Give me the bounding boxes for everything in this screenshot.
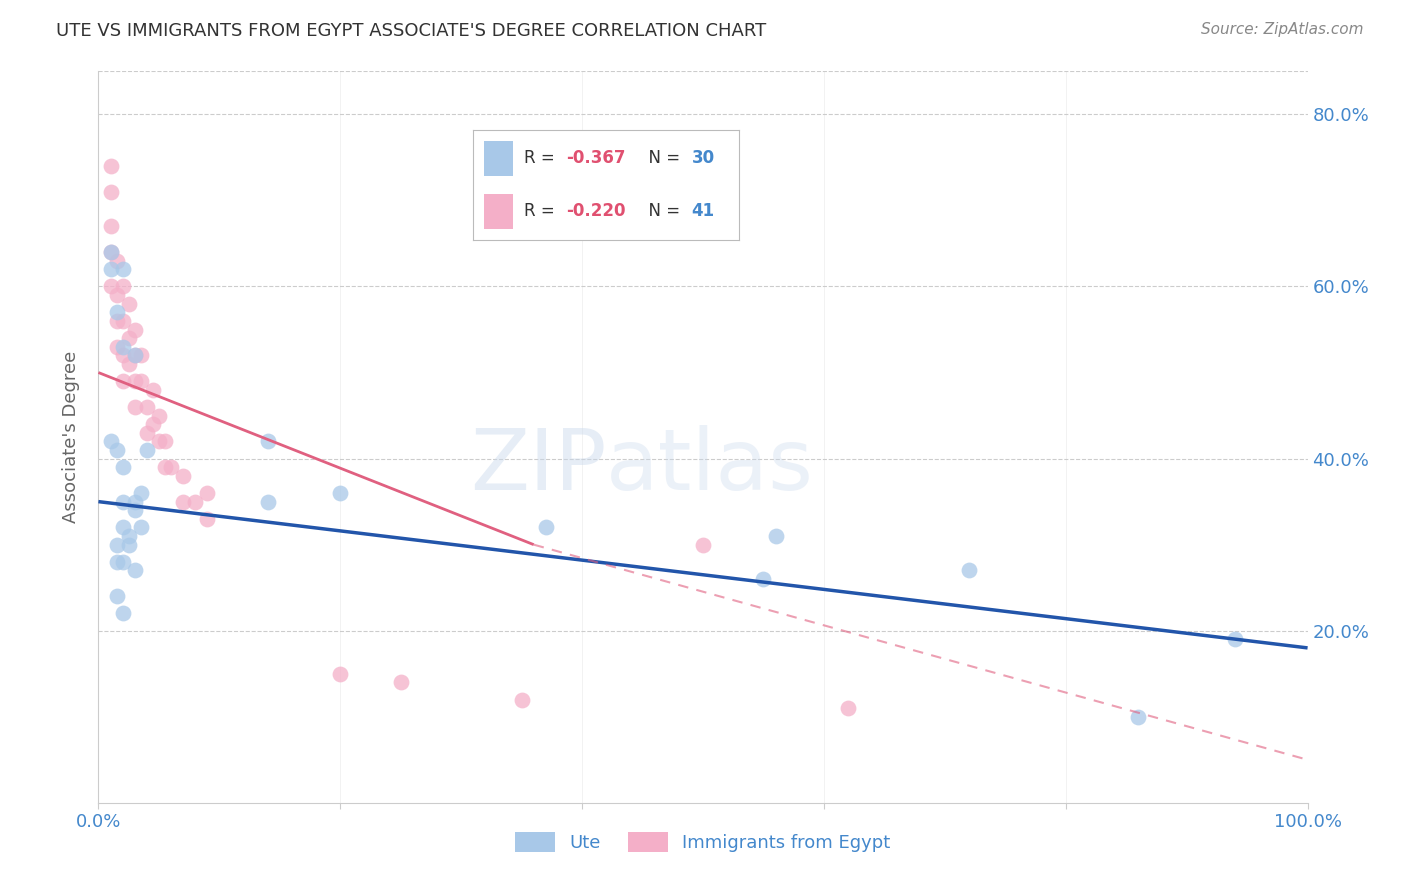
Point	[124, 374, 146, 388]
Point	[105, 538, 128, 552]
Point	[111, 607, 134, 621]
Point	[142, 417, 165, 432]
Y-axis label: Associate's Degree: Associate's Degree	[62, 351, 80, 524]
Point	[100, 262, 122, 277]
Point	[100, 219, 122, 234]
Point	[124, 564, 146, 578]
Point	[124, 348, 146, 362]
Point	[105, 288, 128, 302]
Point	[142, 383, 165, 397]
Point	[100, 434, 122, 449]
Point	[105, 589, 128, 603]
Point	[129, 520, 152, 534]
Point	[256, 434, 278, 449]
Point	[534, 520, 557, 534]
Point	[510, 692, 533, 706]
Point	[105, 555, 128, 569]
Point	[111, 555, 134, 569]
Point	[105, 314, 128, 328]
Text: atlas: atlas	[606, 425, 814, 508]
Point	[153, 460, 176, 475]
Point	[195, 486, 218, 500]
Point	[124, 494, 146, 508]
Point	[752, 572, 775, 586]
Point	[135, 400, 157, 414]
Point	[135, 425, 157, 440]
Text: Source: ZipAtlas.com: Source: ZipAtlas.com	[1201, 22, 1364, 37]
Point	[329, 486, 352, 500]
Point	[184, 494, 207, 508]
Point	[692, 538, 714, 552]
Point	[118, 296, 141, 310]
Point	[100, 159, 122, 173]
Point	[135, 442, 157, 457]
Point	[389, 675, 412, 690]
Point	[172, 468, 194, 483]
Point	[105, 442, 128, 457]
Point	[111, 374, 134, 388]
Point	[1128, 710, 1150, 724]
Text: UTE VS IMMIGRANTS FROM EGYPT ASSOCIATE'S DEGREE CORRELATION CHART: UTE VS IMMIGRANTS FROM EGYPT ASSOCIATE'S…	[56, 22, 766, 40]
Point	[124, 348, 146, 362]
Point	[124, 503, 146, 517]
Point	[111, 262, 134, 277]
Point	[1223, 632, 1246, 647]
Point	[105, 253, 128, 268]
Point	[111, 348, 134, 362]
Point	[111, 494, 134, 508]
Point	[100, 245, 122, 260]
Legend: Ute, Immigrants from Egypt: Ute, Immigrants from Egypt	[508, 824, 898, 860]
Point	[153, 434, 176, 449]
Point	[129, 486, 152, 500]
Point	[124, 322, 146, 336]
Point	[148, 409, 170, 423]
Point	[111, 279, 134, 293]
Point	[111, 460, 134, 475]
Point	[100, 279, 122, 293]
Point	[195, 512, 218, 526]
Text: ZIP: ZIP	[470, 425, 606, 508]
Point	[172, 494, 194, 508]
Point	[111, 314, 134, 328]
Point	[111, 520, 134, 534]
Point	[160, 460, 183, 475]
Point	[100, 185, 122, 199]
Point	[118, 529, 141, 543]
Point	[100, 245, 122, 260]
Point	[129, 374, 152, 388]
Point	[148, 434, 170, 449]
Point	[118, 538, 141, 552]
Point	[118, 357, 141, 371]
Point	[765, 529, 787, 543]
Point	[329, 666, 352, 681]
Point	[256, 494, 278, 508]
Point	[118, 331, 141, 345]
Point	[111, 340, 134, 354]
Point	[837, 701, 859, 715]
Point	[105, 340, 128, 354]
Point	[129, 348, 152, 362]
Point	[957, 564, 980, 578]
Point	[105, 305, 128, 319]
Point	[124, 400, 146, 414]
